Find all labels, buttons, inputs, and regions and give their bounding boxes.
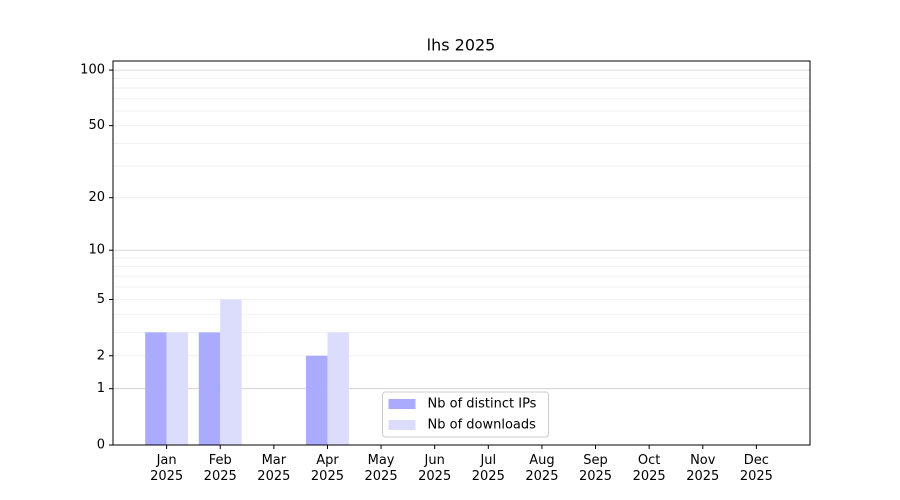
y-tick-label: 5 [97, 292, 105, 307]
x-tick-label: Mar 2025 [257, 453, 291, 484]
legend-label: Nb of downloads [428, 418, 537, 433]
legend-label: Nb of distinct IPs [428, 397, 537, 412]
x-tick-label: Jan 2025 [150, 453, 184, 484]
x-tick-label: Feb 2025 [203, 453, 237, 484]
legend-swatch [388, 399, 416, 409]
bar [166, 332, 189, 445]
x-tick-label: Dec 2025 [739, 453, 773, 484]
bar [327, 332, 349, 445]
x-tick-label: Sep 2025 [578, 453, 613, 484]
legend-box [382, 391, 549, 438]
x-tick-label: Oct 2025 [632, 453, 666, 484]
bar [198, 332, 221, 445]
chart-title: lhs 2025 [427, 36, 496, 55]
x-tick-label: Jul 2025 [471, 453, 505, 484]
x-tick-label: Jun 2025 [418, 453, 452, 484]
x-tick-label: Nov 2025 [686, 453, 720, 484]
plot-frame [112, 60, 811, 446]
y-tick-label: 2 [97, 348, 105, 363]
y-tick-label: 1 [97, 381, 105, 396]
y-tick-label: 20 [88, 190, 105, 205]
legend: Nb of distinct IPs Nb of downloads [382, 391, 549, 438]
y-tick-label: 0 [97, 438, 105, 453]
legend-swatch [388, 420, 416, 430]
y-tick-label: 10 [88, 243, 105, 258]
bar [306, 355, 328, 445]
x-tick-label: Aug 2025 [525, 453, 559, 484]
y-tick-label: 100 [80, 63, 105, 78]
x-tick-label: May 2025 [364, 453, 398, 484]
y-tick-label: 50 [88, 118, 105, 133]
x-tick-label: Apr 2025 [310, 453, 344, 484]
bar [145, 332, 167, 445]
bar [220, 299, 242, 445]
